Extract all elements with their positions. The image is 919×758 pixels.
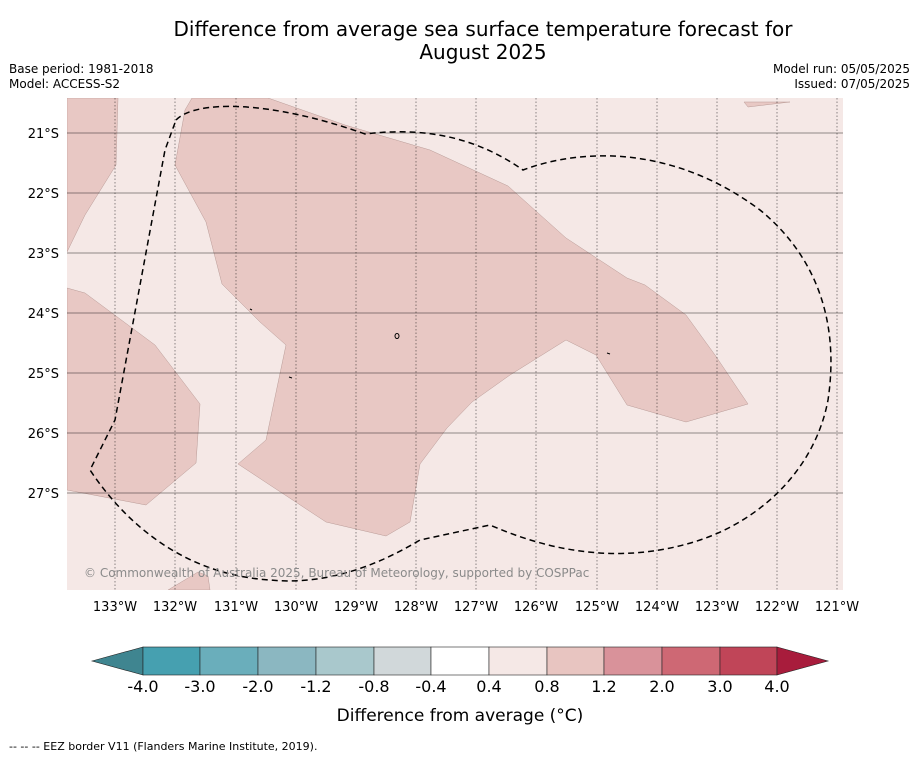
lat-label-21s: 21°S xyxy=(28,127,59,142)
lon-label-123w: 123°W xyxy=(695,600,739,615)
issued-text: Issued: 07/05/2025 xyxy=(794,77,910,91)
lon-label-131w: 131°W xyxy=(214,600,258,615)
warm-region-main xyxy=(174,98,749,537)
colorbar-box xyxy=(430,646,490,676)
lon-label-124w: 124°W xyxy=(635,600,679,615)
colorbar-label: Difference from average (°C) xyxy=(337,706,584,726)
base-period-text: Base period: 1981-2018 xyxy=(9,62,154,76)
island-marker xyxy=(394,333,400,339)
longitude-labels: 133°W 132°W 131°W 130°W 129°W 128°W 127°… xyxy=(93,600,859,615)
colorbar-tick: -0.8 xyxy=(358,677,389,696)
lon-label-122w: 122°W xyxy=(755,600,799,615)
colorbar-box xyxy=(142,646,201,676)
island-marker xyxy=(606,352,611,355)
title-line-2: August 2025 xyxy=(419,40,547,64)
colorbar-tick: -0.4 xyxy=(415,677,446,696)
colorbar-ticks: -4.0 -3.0 -2.0 -1.2 -0.8 -0.4 0.4 0.8 1.… xyxy=(127,677,789,696)
lat-label-25s: 25°S xyxy=(28,367,59,382)
lon-label-125w: 125°W xyxy=(575,600,619,615)
colorbar-box xyxy=(546,646,605,676)
lon-label-130w: 130°W xyxy=(274,600,318,615)
lon-label-121w: 121°W xyxy=(815,600,859,615)
warm-region-northeast xyxy=(743,101,791,108)
lon-label-127w: 127°W xyxy=(454,600,498,615)
title-line-1: Difference from average sea surface temp… xyxy=(173,17,793,41)
warm-anomaly-regions xyxy=(67,98,791,590)
lon-label-126w: 126°W xyxy=(514,600,558,615)
lon-label-133w: 133°W xyxy=(93,600,137,615)
island-marker xyxy=(249,308,253,311)
colorbar-tick: 0.8 xyxy=(534,677,559,696)
island-marker xyxy=(288,376,293,379)
lon-label-132w: 132°W xyxy=(153,600,197,615)
colorbar-tick: 1.2 xyxy=(591,677,616,696)
warm-region-northwest xyxy=(67,98,119,253)
lon-label-129w: 129°W xyxy=(334,600,378,615)
colorbar-box xyxy=(373,646,432,676)
map-title: Difference from average sea surface temp… xyxy=(0,18,919,64)
colorbar-extend-high xyxy=(776,646,830,676)
copyright-text: © Commonwealth of Australia 2025, Bureau… xyxy=(84,566,589,580)
colorbar-tick: 3.0 xyxy=(707,677,732,696)
lon-label-128w: 128°W xyxy=(394,600,438,615)
colorbar-box xyxy=(719,646,778,676)
colorbar-tick: -4.0 xyxy=(127,677,158,696)
lat-label-27s: 27°S xyxy=(28,487,59,502)
lat-label-24s: 24°S xyxy=(28,307,59,322)
colorbar-box xyxy=(488,646,548,676)
eez-border xyxy=(89,105,832,582)
model-run-text: Model run: 05/05/2025 xyxy=(772,62,910,76)
map-plot-area: © Commonwealth of Australia 2025, Bureau… xyxy=(67,98,843,590)
colorbar-tick: -1.2 xyxy=(300,677,331,696)
colorbar: -4.0 -3.0 -2.0 -1.2 -0.8 -0.4 0.4 0.8 1.… xyxy=(90,646,830,726)
model-text: Model: ACCESS-S2 xyxy=(9,77,121,91)
latitude-labels: 21°S 22°S 23°S 24°S 25°S 26°S 27°S xyxy=(28,127,59,502)
colorbar-tick: -3.0 xyxy=(184,677,215,696)
metadata-left: Base period: 1981-2018 Model: ACCESS-S2 xyxy=(9,62,154,92)
colorbar-box xyxy=(603,646,663,676)
colorbar-box xyxy=(661,646,721,676)
warm-region-south xyxy=(167,571,211,590)
colorbar-tick: 4.0 xyxy=(764,677,789,696)
lat-label-22s: 22°S xyxy=(28,187,59,202)
lat-label-23s: 23°S xyxy=(28,247,59,262)
warm-region-west xyxy=(67,287,201,506)
colorbar-tick: 0.4 xyxy=(476,677,501,696)
metadata-right: Model run: 05/05/2025 Issued: 07/05/2025 xyxy=(773,62,910,92)
colorbar-extend-low xyxy=(90,646,144,676)
graticule xyxy=(67,98,843,590)
colorbar-tick: 2.0 xyxy=(649,677,674,696)
lat-label-26s: 26°S xyxy=(28,427,59,442)
colorbar-box xyxy=(315,646,375,676)
eez-footnote: -- -- -- EEZ border V11 (Flanders Marine… xyxy=(9,740,318,753)
colorbar-box xyxy=(257,646,317,676)
small-islands xyxy=(249,308,611,379)
colorbar-box xyxy=(199,646,259,676)
colorbar-tick: -2.0 xyxy=(242,677,273,696)
